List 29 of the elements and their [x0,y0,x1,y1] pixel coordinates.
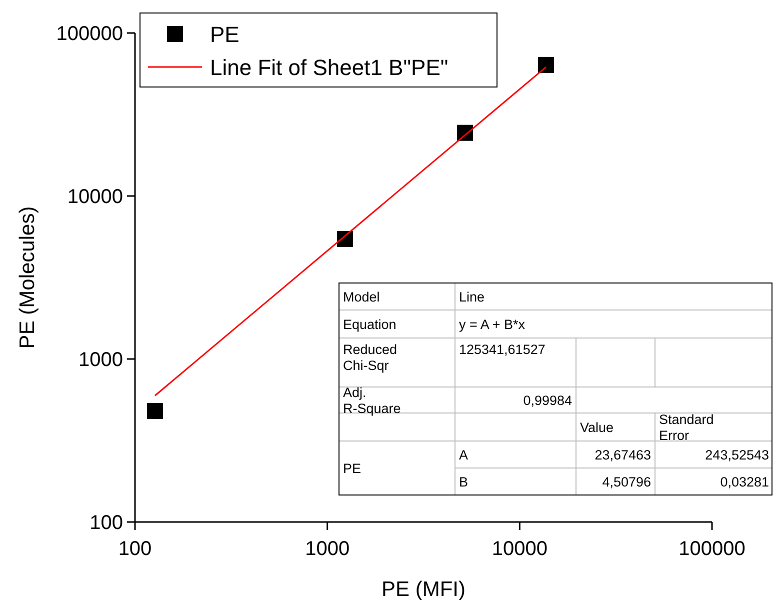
annotation: Model [343,290,380,304]
legend-label: PE [210,22,240,47]
x-tick-label: 100000 [678,538,746,560]
x-tick-label: 1000 [305,538,350,560]
x-tick-label: 100 [118,538,152,560]
annotation: 23,67463 [594,448,651,462]
annotation: Standard Error [659,412,714,443]
annotation: PE [343,461,362,476]
annotation: y = A + B*x [459,317,526,332]
annotation: 4,50796 [602,474,651,490]
text: 0,03281 [720,474,769,490]
annotation: A [459,448,468,462]
y-tick-label: 1000 [78,349,123,371]
y-axis-title: PE (Molecules) [16,206,39,349]
annotation: Equation [343,317,396,332]
annotation: Reduced Chi-Sqr [343,342,398,373]
annotation: 0,99984 [523,393,572,408]
y-tick-label: 10000 [67,186,123,208]
annotation: B [459,474,468,490]
y-tick-label: 100 [90,512,123,534]
annotation: 243,52543 [705,448,769,462]
x-axis-title: PE (MFI) [382,578,466,600]
legend-label: Line Fit of Sheet1 B"PE" [210,55,448,80]
y-tick-label: 100000 [56,23,123,45]
annotation: Value [580,420,614,435]
annotation: Adj. R-Square [343,385,401,416]
annotation: 125341,61527 [459,342,546,357]
annotation: Line [459,290,485,304]
x-tick-label: 10000 [492,538,548,560]
